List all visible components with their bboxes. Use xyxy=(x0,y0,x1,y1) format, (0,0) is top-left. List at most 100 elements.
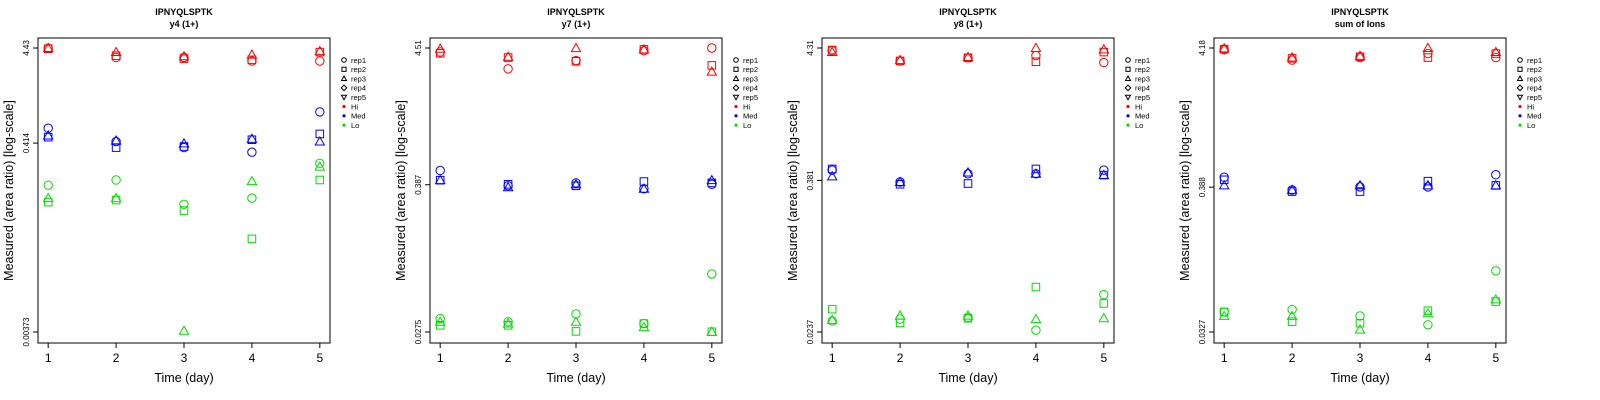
legend-marker-triangle-up xyxy=(340,75,348,81)
data-point xyxy=(315,56,325,66)
data-point xyxy=(1423,176,1433,186)
data-point xyxy=(1030,168,1042,178)
data-point xyxy=(1423,320,1433,330)
legend-label: rep5 xyxy=(351,93,366,102)
legend-label: rep4 xyxy=(1527,84,1542,93)
legend-label: rep1 xyxy=(1135,56,1150,65)
plot-frame xyxy=(1213,37,1507,344)
x-tick-label: 1 xyxy=(1221,351,1228,365)
legend-label: rep4 xyxy=(1135,84,1150,93)
plot-frame xyxy=(37,37,331,344)
legend-marker-diamond xyxy=(732,84,740,92)
data-point xyxy=(1219,307,1229,317)
legend-marker-triangle-down xyxy=(1516,94,1524,101)
data-point xyxy=(1355,187,1365,196)
y-axis-label: Measured (area ratio) [log-scale] xyxy=(786,100,800,281)
series-hi xyxy=(434,42,718,76)
series-lo xyxy=(434,269,718,337)
y-tick-label: 0.381 xyxy=(806,170,815,191)
data-point xyxy=(435,165,445,176)
data-point xyxy=(502,51,514,61)
data-point xyxy=(247,147,257,157)
legend-marker-circle xyxy=(1125,57,1131,63)
y-tick-label: 0.0327 xyxy=(1198,319,1207,344)
data-point xyxy=(1218,42,1230,53)
series-med xyxy=(42,107,326,157)
data-point xyxy=(247,234,257,244)
y-axis-label: Measured (area ratio) [log-scale] xyxy=(1178,100,1192,281)
x-tick-label: 5 xyxy=(708,351,715,365)
legend-label: rep5 xyxy=(1527,93,1542,102)
legend-label: rep2 xyxy=(351,65,366,74)
legend-label: rep5 xyxy=(1135,93,1150,102)
data-point xyxy=(43,132,53,142)
data-point xyxy=(315,175,325,185)
chart-title: IPNYQLSPTK xyxy=(939,7,997,17)
data-point xyxy=(1423,182,1433,192)
data-point xyxy=(503,53,513,62)
legend-color-dot xyxy=(1126,114,1130,118)
x-tick-label: 2 xyxy=(505,351,512,365)
legend-label: Hi xyxy=(743,102,750,111)
data-point xyxy=(1098,312,1110,323)
legend-label: rep5 xyxy=(743,93,758,102)
data-point xyxy=(895,56,905,66)
data-point xyxy=(570,316,582,326)
y-tick-label: 4.43 xyxy=(22,40,31,56)
series-hi xyxy=(42,42,326,66)
data-point xyxy=(827,45,837,55)
x-tick-label: 5 xyxy=(316,351,323,365)
data-point xyxy=(110,135,122,145)
x-tick-label: 2 xyxy=(897,351,904,365)
data-point xyxy=(1219,44,1229,54)
data-point xyxy=(246,175,258,186)
legend-color-dot xyxy=(734,104,738,109)
data-point xyxy=(315,158,325,169)
legend-label: rep2 xyxy=(743,65,758,74)
series-med xyxy=(826,164,1110,189)
data-point xyxy=(1355,52,1365,62)
data-point xyxy=(434,316,446,326)
data-point xyxy=(1490,179,1502,190)
data-point xyxy=(827,304,837,314)
data-point xyxy=(315,107,325,117)
legend-color-dot xyxy=(342,104,346,109)
data-point xyxy=(1354,50,1366,60)
legend-marker-square xyxy=(341,66,347,72)
data-point xyxy=(42,129,54,140)
data-point xyxy=(894,54,906,65)
data-point xyxy=(43,123,53,133)
data-point xyxy=(706,326,718,336)
data-point xyxy=(1099,289,1109,300)
x-tick-label: 4 xyxy=(1425,351,1432,365)
legend-marker-triangle-up xyxy=(1516,75,1524,81)
data-point xyxy=(314,45,326,56)
x-tick-label: 2 xyxy=(113,351,120,365)
x-tick-label: 3 xyxy=(573,351,580,365)
legend-label: rep4 xyxy=(351,84,366,93)
y-tick-label: 4.51 xyxy=(414,40,423,56)
data-point xyxy=(962,166,974,177)
data-point xyxy=(1355,311,1365,321)
plot-frame xyxy=(821,37,1115,344)
y-axis-label: Measured (area ratio) [log-scale] xyxy=(394,100,408,281)
legend-label: Hi xyxy=(1135,102,1142,111)
y-tick-label: 0.387 xyxy=(414,174,423,195)
x-tick-label: 3 xyxy=(1357,351,1364,365)
data-point xyxy=(826,46,838,57)
data-point xyxy=(1031,282,1041,292)
legend-label: rep3 xyxy=(743,74,758,83)
legend-color-dot xyxy=(1518,104,1522,109)
legend-label: Hi xyxy=(1527,102,1534,111)
legend-marker-diamond xyxy=(1124,84,1132,92)
data-point xyxy=(638,43,650,54)
legend-color-dot xyxy=(1518,123,1522,127)
x-axis-label: Time (day) xyxy=(546,371,605,385)
series-hi xyxy=(1218,42,1502,65)
data-point xyxy=(503,180,513,189)
series-med xyxy=(1218,170,1502,196)
legend-color-dot xyxy=(342,114,346,118)
data-point xyxy=(963,53,973,63)
legend-label: Hi xyxy=(351,102,358,111)
